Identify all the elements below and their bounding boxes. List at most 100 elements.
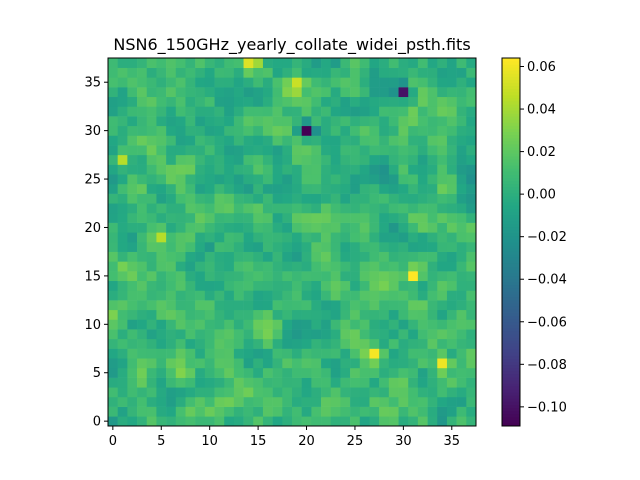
heatmap-cell xyxy=(272,261,283,272)
heatmap-cell xyxy=(282,222,293,233)
heatmap-cell xyxy=(243,96,254,107)
heatmap-cell xyxy=(166,338,177,349)
heatmap-cell xyxy=(282,348,293,359)
heatmap-cell xyxy=(195,116,206,127)
heatmap-cell xyxy=(379,58,390,68)
heatmap-cell xyxy=(466,154,477,165)
heatmap-cell xyxy=(340,358,351,369)
heatmap-cell xyxy=(146,135,157,146)
heatmap-cell xyxy=(262,164,273,175)
heatmap-cell xyxy=(195,338,206,349)
heatmap-cell xyxy=(350,135,361,146)
heatmap-cell xyxy=(137,116,148,127)
heatmap-cell xyxy=(146,251,157,262)
heatmap-cell xyxy=(185,396,196,407)
heatmap-cell xyxy=(456,145,467,156)
heatmap-cell xyxy=(185,87,196,98)
heatmap-cell xyxy=(340,242,351,252)
heatmap-cell xyxy=(224,396,235,407)
colorbar-swatch xyxy=(502,119,520,123)
colorbar-swatch xyxy=(502,294,520,298)
heatmap-cell xyxy=(466,280,477,291)
heatmap-cell xyxy=(398,145,409,156)
heatmap-cell xyxy=(379,212,390,223)
heatmap-cell xyxy=(156,271,167,282)
heatmap-cell xyxy=(359,387,370,398)
colorbar-swatch xyxy=(502,76,520,80)
heatmap-cell xyxy=(292,232,302,243)
heatmap-cell xyxy=(214,87,225,98)
heatmap-cell xyxy=(446,377,457,388)
colorbar-swatch xyxy=(502,254,520,258)
heatmap-cell xyxy=(311,271,322,282)
heatmap-cell xyxy=(233,174,244,185)
heatmap-cell xyxy=(359,87,370,98)
heatmap-cell xyxy=(330,271,341,282)
heatmap-cell xyxy=(233,87,244,98)
heatmap-cell xyxy=(146,116,157,127)
heatmap-cell xyxy=(350,154,361,165)
heatmap-cell xyxy=(282,242,293,252)
heatmap-cell xyxy=(156,290,167,301)
heatmap-cell xyxy=(417,329,428,340)
heatmap-cell xyxy=(175,358,186,369)
heatmap-cell xyxy=(379,87,390,98)
colorbar-swatch xyxy=(502,330,520,335)
colorbar-swatch xyxy=(502,398,520,402)
heatmap-cell xyxy=(301,222,312,233)
heatmap-cell xyxy=(369,290,380,301)
colorbar-swatch xyxy=(502,165,520,169)
heatmap-cell xyxy=(262,116,273,127)
heatmap-cell xyxy=(379,106,390,117)
heatmap-cell xyxy=(466,164,477,175)
heatmap-cell xyxy=(292,116,302,127)
heatmap-cell xyxy=(137,329,148,340)
heatmap-cell xyxy=(243,242,254,252)
heatmap-cell xyxy=(466,232,477,243)
heatmap-cell xyxy=(408,67,419,78)
heatmap-cell xyxy=(262,319,273,330)
heatmap-cell xyxy=(417,338,428,349)
heatmap-cell xyxy=(175,261,186,272)
heatmap-cell xyxy=(321,154,332,165)
heatmap-cell xyxy=(127,377,138,388)
heatmap-cell xyxy=(282,261,293,272)
heatmap-cell xyxy=(379,348,390,359)
heatmap-cell xyxy=(175,271,186,282)
heatmap-cell xyxy=(243,58,254,68)
heatmap-cell xyxy=(253,280,264,291)
heatmap-cell xyxy=(388,290,399,301)
heatmap-cell xyxy=(243,319,254,330)
heatmap-cell xyxy=(108,309,118,320)
heatmap-cell xyxy=(466,348,477,359)
heatmap-cell xyxy=(388,96,399,107)
heatmap-cell xyxy=(195,251,206,262)
heatmap-cell xyxy=(466,406,477,417)
heatmap-cell xyxy=(108,135,118,146)
heatmap-cell xyxy=(379,135,390,146)
heatmap-cell xyxy=(224,300,235,311)
heatmap-cell xyxy=(350,125,361,136)
heatmap-cell xyxy=(301,338,312,349)
heatmap-cell xyxy=(272,58,283,68)
colorbar-swatch xyxy=(502,392,520,396)
heatmap-cell xyxy=(321,145,332,156)
heatmap-cell xyxy=(340,406,351,417)
heatmap-cell xyxy=(214,387,225,398)
heatmap-cell xyxy=(117,329,128,340)
heatmap-cell xyxy=(427,338,438,349)
heatmap-cell xyxy=(311,358,322,369)
heatmap-cell xyxy=(398,358,409,369)
heatmap-cell xyxy=(398,212,409,223)
heatmap-cell xyxy=(166,396,177,407)
heatmap-cell xyxy=(398,193,409,204)
heatmap-cell xyxy=(359,367,370,378)
heatmap-cell xyxy=(224,280,235,291)
heatmap-cell xyxy=(272,358,283,369)
colorbar-swatch xyxy=(502,242,520,246)
colorbar-swatch xyxy=(502,288,520,292)
heatmap-cell xyxy=(253,290,264,301)
heatmap-cell xyxy=(427,116,438,127)
heatmap-cell xyxy=(466,212,477,223)
heatmap-cell xyxy=(301,367,312,378)
